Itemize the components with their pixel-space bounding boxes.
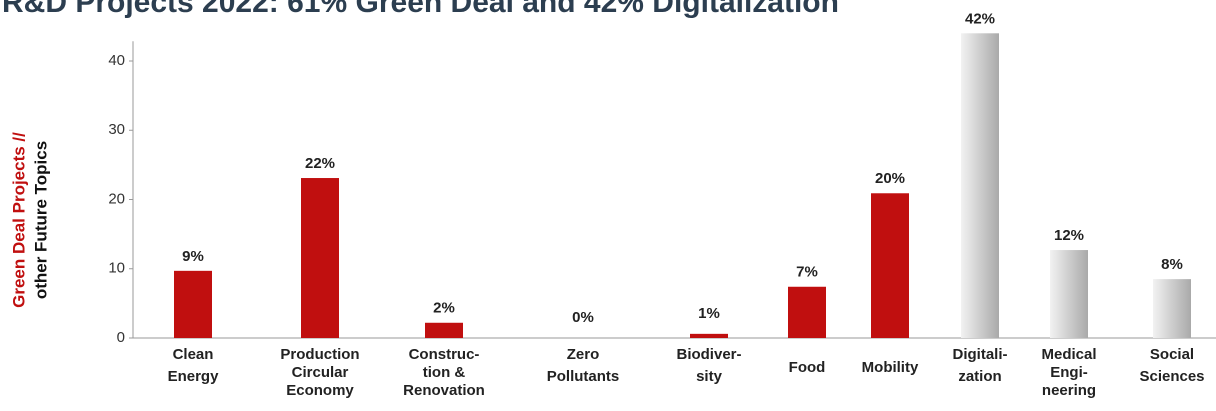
bar: [690, 333, 728, 338]
value-label: 7%: [796, 264, 818, 281]
value-label: 8%: [1161, 256, 1183, 273]
x-tick-label: Production: [280, 346, 359, 363]
y-tick-label: 20: [108, 190, 125, 207]
x-tick-label: Social: [1150, 346, 1194, 363]
x-tick-label: Sciences: [1139, 368, 1204, 385]
value-label: 9%: [182, 248, 204, 265]
value-label: 12%: [1054, 227, 1084, 244]
y-tick-label: 30: [108, 121, 125, 138]
x-tick-label: Economy: [286, 382, 354, 399]
x-tick-label: Construc-: [409, 346, 480, 363]
y-tick-label: 40: [108, 52, 125, 69]
x-tick-label: Renovation: [403, 382, 485, 399]
value-label: 22%: [305, 155, 335, 172]
x-tick-label: Engi-: [1050, 364, 1088, 381]
x-tick-label: Circular: [292, 364, 349, 381]
bar: [961, 33, 999, 339]
chart-title: R&D Projects 2022: 61% Green Deal and 42…: [2, 0, 839, 19]
x-tick-label: Energy: [168, 368, 220, 385]
y-tick-label: 0: [117, 329, 125, 346]
bar: [1050, 250, 1088, 338]
bar: [788, 286, 826, 338]
x-tick-label: Food: [789, 359, 826, 376]
value-label: 2%: [433, 300, 455, 317]
y-tick-label: 10: [108, 260, 125, 277]
value-label: 0%: [572, 309, 594, 326]
x-tick-label: Biodiver-: [676, 346, 741, 363]
x-tick-label: Pollutants: [547, 368, 620, 385]
x-tick-label: Clean: [173, 346, 214, 363]
x-tick-label: sity: [696, 368, 723, 385]
bar: [301, 178, 339, 338]
value-label: 20%: [875, 170, 905, 187]
bar: [871, 193, 909, 338]
y-axis-label: Green Deal Projects //: [9, 132, 28, 308]
x-tick-label: Mobility: [862, 359, 919, 376]
bar: [174, 270, 212, 338]
x-tick-label: Zero: [567, 346, 600, 363]
value-label: 42%: [965, 10, 995, 27]
x-tick-label: zation: [958, 368, 1001, 385]
value-label: 1%: [698, 305, 720, 322]
x-tick-label: Digitali-: [953, 346, 1008, 363]
x-tick-label: Medical: [1041, 346, 1096, 363]
x-tick-label: neering: [1042, 382, 1096, 399]
x-tick-label: tion &: [423, 364, 466, 381]
bar: [1153, 279, 1191, 338]
bar: [425, 322, 463, 338]
y-axis-label: other Future Topics: [31, 141, 50, 299]
